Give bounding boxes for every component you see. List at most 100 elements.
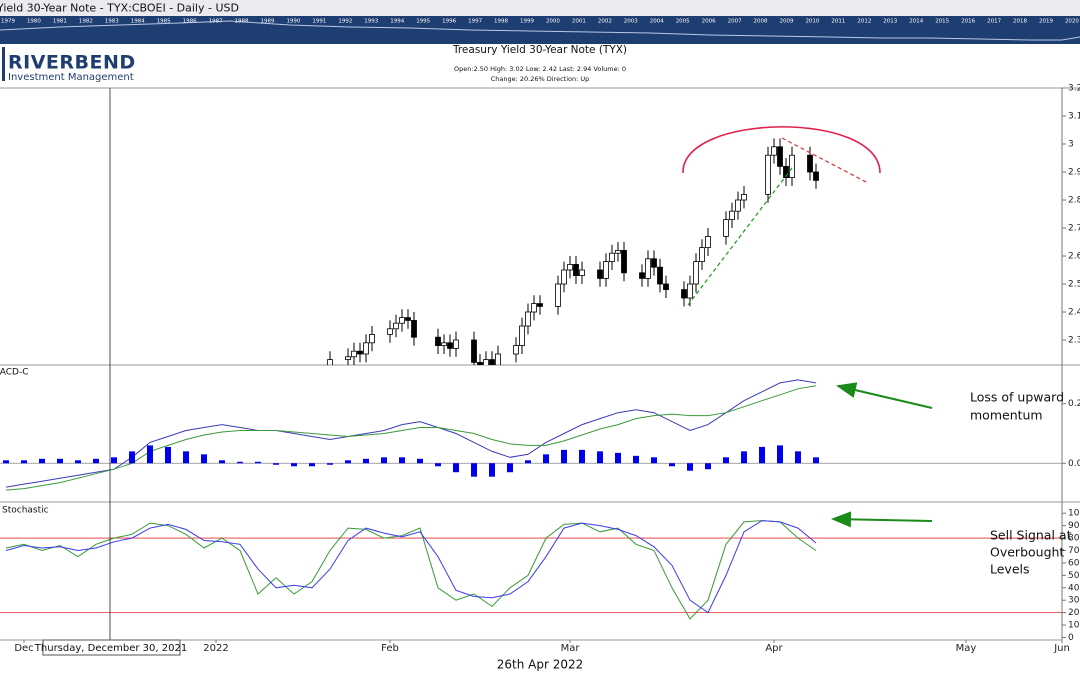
y-tick-label: 30 — [1068, 596, 1080, 606]
candle-body — [411, 319, 417, 338]
overview-year: 2016 — [961, 19, 975, 25]
annotation-text: momentum — [970, 408, 1043, 423]
candle-body — [519, 325, 525, 347]
annotation-arc — [682, 126, 881, 174]
x-tick-label: Mar — [561, 643, 581, 654]
candle-body — [447, 342, 453, 349]
candle-body — [357, 350, 363, 355]
overview-year: 2010 — [805, 19, 819, 25]
x-tick-label: May — [956, 643, 977, 654]
overview-year: 2007 — [728, 19, 742, 25]
x-tick-label: Dec — [14, 643, 33, 654]
overview-year: 2018 — [1013, 19, 1027, 25]
overview-year: 1980 — [27, 19, 41, 25]
logo-bar — [2, 47, 5, 81]
histogram-bar — [795, 451, 801, 464]
y-tick-label: 0.20 — [1068, 399, 1080, 409]
candle-body — [813, 171, 819, 181]
histogram-bar — [111, 457, 117, 464]
panel-title: Stochastic — [2, 506, 49, 516]
annotation-text: Sell Signal at — [990, 528, 1072, 543]
histogram-bar — [399, 457, 405, 464]
candle-body — [771, 146, 777, 156]
histogram-bar — [453, 463, 459, 473]
histogram-bar — [489, 463, 495, 477]
y-tick-label: 2.6 — [1068, 252, 1080, 262]
overview-year: 2000 — [546, 19, 560, 25]
overview-strip[interactable] — [0, 16, 1080, 44]
y-tick-label: 3 — [1068, 140, 1074, 150]
overview-year: 2005 — [676, 19, 690, 25]
candle-body — [453, 339, 459, 349]
candle-body — [777, 146, 783, 167]
y-tick-label: 40 — [1068, 583, 1080, 593]
overview-year: 1991 — [312, 19, 326, 25]
candle-body — [327, 359, 333, 365]
histogram-bar — [201, 454, 207, 464]
overview-year: 1989 — [261, 19, 275, 25]
overview-year: 1988 — [235, 19, 249, 25]
histogram-bar — [93, 458, 99, 464]
histogram-bar — [129, 451, 135, 464]
y-tick-label: 90 — [1068, 521, 1080, 531]
histogram-bar — [705, 463, 711, 470]
series-line — [5, 385, 817, 491]
x-tick-label: Jun — [1053, 643, 1070, 654]
histogram-bar — [237, 461, 243, 464]
series-line — [5, 520, 817, 614]
candle-body — [387, 328, 393, 335]
overview-year: 2014 — [909, 19, 923, 25]
histogram-bar — [57, 458, 63, 464]
candle-body — [651, 258, 657, 268]
candle-body — [435, 336, 441, 347]
histogram-bar — [147, 445, 153, 464]
candle-body — [567, 263, 573, 271]
crosshair-box — [42, 639, 181, 656]
histogram-bar — [309, 463, 315, 467]
histogram-bar — [561, 449, 567, 464]
overview-year: 2020 — [1065, 19, 1079, 25]
overview-line — [0, 20, 1080, 41]
y-tick-label: 50 — [1068, 571, 1080, 581]
histogram-bar — [741, 451, 747, 464]
overview-year: 1986 — [183, 19, 197, 25]
overview-year: 1982 — [79, 19, 93, 25]
candle-body — [735, 199, 741, 212]
overview-year: 2017 — [987, 19, 1001, 25]
candle-body — [483, 359, 489, 365]
histogram-bar — [579, 449, 585, 464]
candle-body — [531, 303, 537, 313]
candle-body — [639, 272, 645, 279]
candle-body — [807, 154, 813, 173]
panel-title: MACD-C — [0, 368, 29, 378]
title-bar — [0, 0, 1080, 16]
overview-year: 2003 — [624, 19, 638, 25]
histogram-bar — [507, 463, 513, 473]
chart-subtitle: Change: 20.26% Direction: Up — [491, 75, 590, 83]
overview-year: 1992 — [338, 19, 352, 25]
y-tick-label: 2.3 — [1068, 336, 1080, 346]
candle-body — [603, 261, 609, 279]
annotation-trend — [781, 137, 869, 184]
histogram-bar — [255, 461, 261, 464]
histogram-bar — [345, 460, 351, 464]
histogram-bar — [3, 460, 9, 464]
overview-year: 1985 — [157, 19, 171, 25]
annotation-text: Overbought — [990, 545, 1064, 560]
overview-year: 2004 — [650, 19, 664, 25]
histogram-bar — [471, 463, 477, 477]
overview-year: 1998 — [494, 19, 508, 25]
histogram-bar — [543, 454, 549, 464]
candle-body — [765, 154, 771, 195]
candle-body — [399, 317, 405, 324]
overview-year: 2015 — [935, 19, 949, 25]
candle-body — [609, 252, 615, 262]
overview-year: 1983 — [105, 19, 119, 25]
overview-year: 1993 — [364, 19, 378, 25]
overview-year: 2002 — [598, 19, 612, 25]
histogram-bar — [327, 463, 333, 465]
y-tick-label: 100 — [1068, 509, 1080, 519]
candle-body — [615, 249, 621, 254]
histogram-bar — [219, 460, 225, 464]
histogram-bar — [363, 458, 369, 464]
